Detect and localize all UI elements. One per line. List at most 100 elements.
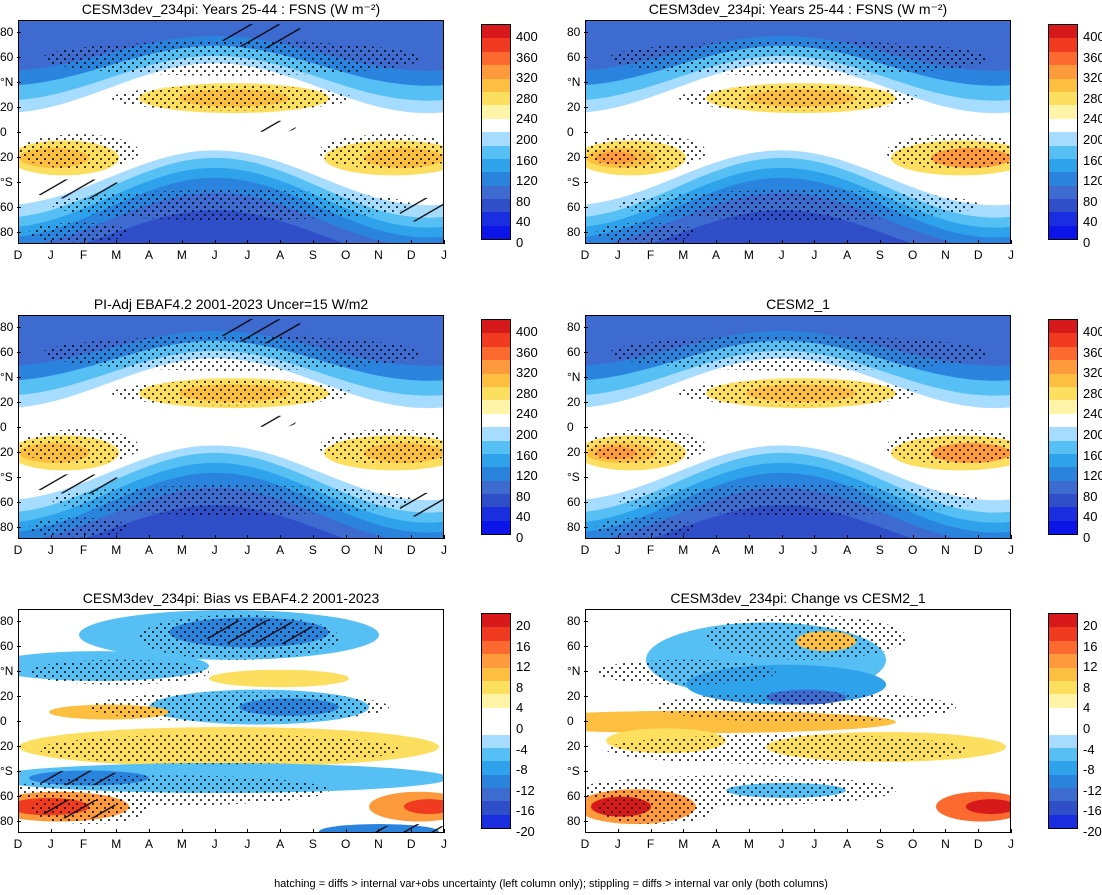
x-tick-label: O	[341, 248, 351, 262]
heatmap-svg	[19, 610, 443, 832]
colorbar-label: 200	[516, 427, 538, 442]
stippling-region	[52, 190, 412, 221]
colorbar-segment	[1049, 333, 1077, 347]
y-tick	[17, 57, 21, 59]
x-tick	[879, 829, 881, 833]
x-tick	[214, 240, 216, 244]
stippling-region	[29, 222, 129, 243]
colorbar-segment	[482, 185, 510, 200]
colorbar-segment	[1049, 185, 1077, 200]
colorbar-label: 0	[1083, 721, 1091, 736]
x-tick-label: N	[941, 837, 950, 851]
stippling-region	[596, 222, 696, 243]
hatching-region	[29, 474, 129, 494]
x-tick	[411, 240, 413, 244]
colorbar-segment	[1049, 360, 1077, 374]
plot-area	[585, 609, 1011, 833]
colorbar-label: -20	[516, 824, 535, 839]
colorbar-label: 120	[1083, 173, 1102, 189]
stippling-region	[679, 85, 919, 111]
colorbar-label: 80	[1083, 488, 1098, 504]
stippling-region	[319, 134, 443, 170]
stippling-region	[886, 429, 1010, 465]
colorbar-label: 280	[1083, 385, 1102, 401]
colorbar-label: 320	[516, 365, 538, 381]
x-tick	[683, 240, 685, 244]
x-tick-label: A	[712, 543, 721, 557]
x-tick-label: S	[875, 837, 884, 851]
x-tick-label: J	[778, 248, 785, 262]
x-tick	[444, 829, 445, 833]
colorbar-segment	[1049, 118, 1077, 133]
colorbar-segment	[482, 694, 510, 708]
y-tick	[17, 671, 21, 673]
x-tick	[912, 535, 914, 539]
colorbar-label: 40	[1083, 509, 1098, 525]
x-tick	[781, 829, 783, 833]
y-tick	[584, 427, 588, 428]
y-tick	[584, 795, 588, 797]
y-tick	[17, 181, 21, 183]
colorbar	[1048, 319, 1078, 536]
hatching-region	[399, 197, 443, 223]
y-tick-label: 60	[567, 199, 581, 214]
y-tick	[584, 696, 588, 698]
x-tick-label: D	[973, 837, 983, 851]
x-tick-label: S	[308, 248, 317, 262]
x-tick-label: J	[441, 248, 447, 262]
x-tick	[683, 829, 685, 833]
colorbar-segment	[482, 614, 510, 628]
colorbar-segment	[482, 734, 510, 748]
y-tick-label: 80	[0, 320, 14, 335]
colorbar-segment	[1049, 172, 1077, 186]
y-tick	[584, 671, 588, 673]
colorbar	[481, 613, 511, 830]
colorbar-label: 16	[1083, 638, 1098, 654]
chart-panel-3: PI-Adj EBAF4.2 2001-2023 Uncer=15 W/m2 80…	[0, 295, 551, 585]
colorbar-segment	[1049, 440, 1077, 454]
colorbar-label: 8	[516, 679, 524, 695]
colorbar-segment	[1049, 65, 1077, 79]
colorbar-segment	[482, 627, 510, 641]
x-tick	[83, 240, 85, 244]
x-tick-label: A	[712, 837, 721, 851]
chart-panel-1: CESM3dev_234pi: Years 25-44 : FSNS (W m⁻…	[0, 0, 551, 290]
x-tick-label: D	[973, 543, 983, 557]
colorbar-label: 20	[516, 618, 531, 633]
x-tick	[847, 240, 849, 244]
colorbar-segment	[1049, 145, 1077, 159]
colorbar-segment	[1049, 427, 1077, 441]
x-tick	[945, 535, 947, 539]
stippling-region	[52, 485, 412, 516]
y-tick	[584, 327, 588, 329]
stippling-region	[19, 429, 139, 465]
x-tick	[18, 829, 19, 833]
y-tick	[17, 721, 21, 722]
colorbar-label: 400	[516, 29, 538, 44]
stippling-region	[42, 335, 422, 371]
colorbar-label: 40	[1083, 214, 1098, 230]
x-tick-label: A	[276, 837, 285, 851]
x-tick-label: M	[743, 837, 754, 851]
x-tick-label: J	[1008, 837, 1014, 851]
colorbar-label: 40	[516, 214, 531, 230]
y-tick	[584, 377, 588, 379]
colorbar-label: 200	[1083, 427, 1102, 442]
colorbar-label: 120	[1083, 468, 1102, 484]
y-tick	[584, 181, 588, 183]
stippling-region	[42, 40, 422, 76]
colorbar-segment	[482, 774, 510, 789]
colorbar-segment	[482, 158, 510, 173]
x-tick-label: M	[176, 837, 187, 851]
y-tick	[17, 402, 21, 404]
x-tick	[814, 535, 816, 539]
x-tick	[312, 240, 314, 244]
colorbar-segment	[1049, 373, 1077, 387]
colorbar-segment	[1049, 640, 1077, 655]
y-tick-label: °S	[567, 469, 580, 484]
y-tick-label: 80	[567, 519, 581, 534]
x-tick-label: M	[678, 837, 689, 851]
y-tick	[17, 770, 21, 772]
y-tick-label: 60	[0, 345, 14, 360]
y-tick-label: 60	[567, 639, 581, 654]
